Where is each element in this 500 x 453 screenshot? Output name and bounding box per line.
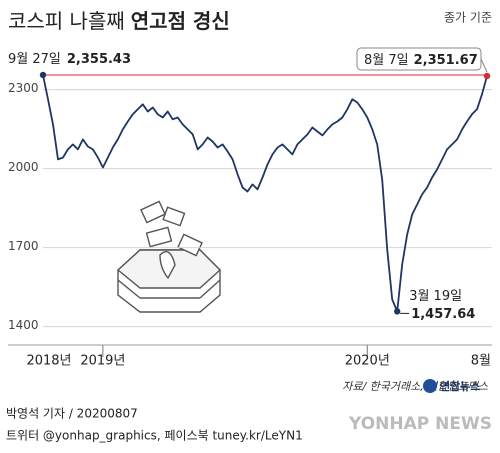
x-tick-label: 2018년 — [26, 354, 71, 369]
annotation-date: 8월 7일 — [364, 52, 409, 67]
x-tick-label: 2020년 — [345, 354, 390, 369]
box-icon — [116, 200, 222, 313]
annotation: 8월 7일 2,351.67 — [364, 52, 478, 67]
y-tick-label: 1700 — [8, 239, 39, 253]
kospi-line — [42, 74, 488, 313]
annotation-value: 2,355.43 — [67, 52, 131, 67]
x-tick-label: 2019년 — [80, 354, 125, 369]
title-part: 연고점 경신 — [131, 9, 230, 33]
point — [39, 71, 47, 79]
social: 트위터 @yonhap_graphics, 페이스북 tuney.kr/LeYN… — [6, 429, 303, 443]
logo-icon — [423, 379, 437, 393]
annotation: 9월 27일 2,355.43 — [8, 52, 131, 67]
x-tick-label: 8월 — [471, 354, 491, 369]
y-tick-label: 1400 — [8, 318, 39, 332]
annotation-date: 3월 19일 — [409, 289, 462, 304]
title-part: 코스피 나흘째 — [8, 9, 125, 33]
annotation-leader — [480, 58, 488, 73]
source: 자료/ 한국거래소, 연합인포맥스 — [342, 380, 489, 393]
y-tick-label: 2000 — [8, 160, 39, 174]
subtitle: 종가 기준 — [444, 11, 492, 25]
annotation-value: 2,351.67 — [414, 52, 478, 67]
point — [483, 72, 491, 80]
y-tick-label: 2300 — [8, 81, 39, 95]
annotation-date: 9월 27일 — [8, 52, 61, 67]
watermark: YONHAP NEWS — [348, 414, 492, 434]
annotation-value: 1,457.64 — [411, 307, 475, 322]
byline: 박영석 기자 / 20200807 — [6, 407, 138, 421]
point — [394, 308, 401, 315]
chart-title: 코스피 나흘째 연고점 경신 — [8, 9, 230, 33]
logo: 연합뉴스 — [440, 379, 480, 393]
